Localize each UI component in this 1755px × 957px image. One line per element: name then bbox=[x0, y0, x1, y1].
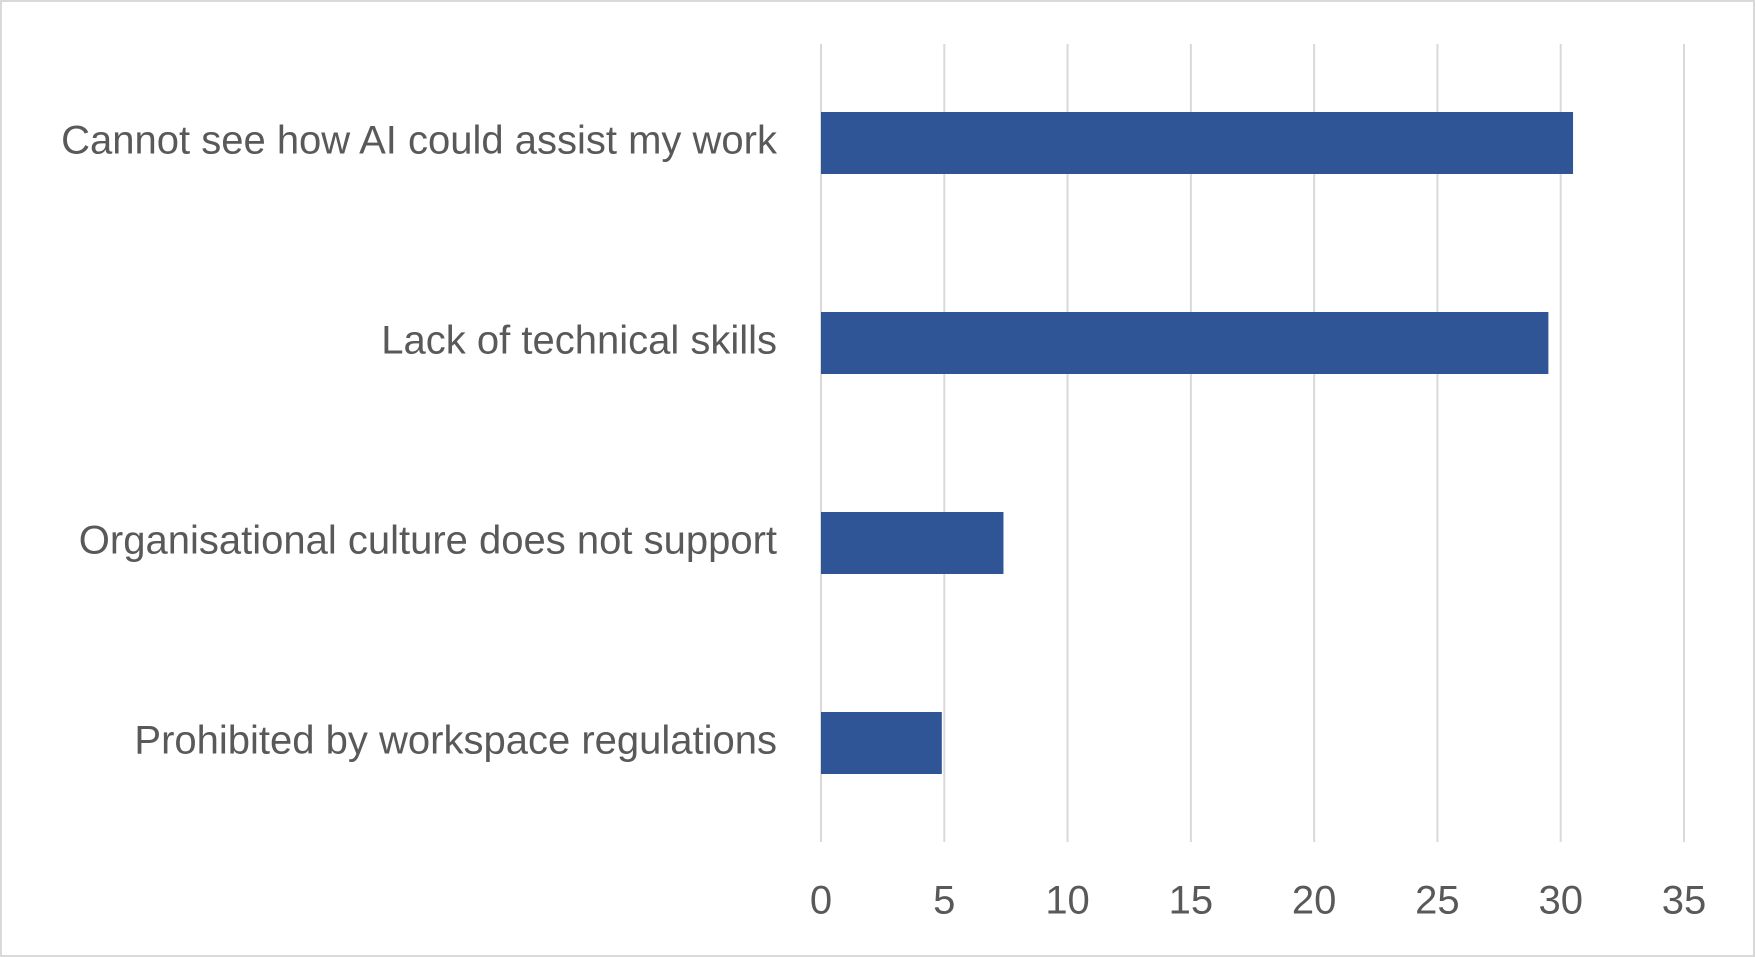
category-label: Lack of technical skills bbox=[381, 319, 777, 363]
bar bbox=[821, 112, 1574, 174]
x-axis-tick-labels: 0 5 10 15 20 25 30 35 bbox=[810, 879, 1706, 923]
x-tick-label: 25 bbox=[1415, 879, 1460, 923]
bar bbox=[821, 312, 1549, 374]
gridlines bbox=[820, 44, 1685, 842]
category-label: Organisational culture does not support bbox=[79, 519, 777, 563]
bar bbox=[821, 712, 942, 774]
x-tick-label: 0 bbox=[810, 879, 832, 923]
category-label: Cannot see how AI could assist my work bbox=[61, 119, 778, 163]
x-tick-label: 15 bbox=[1169, 879, 1214, 923]
bar bbox=[821, 512, 1004, 574]
bars bbox=[821, 112, 1574, 774]
x-tick-label: 10 bbox=[1045, 879, 1090, 923]
category-labels: Cannot see how AI could assist my work La… bbox=[61, 119, 778, 763]
x-tick-label: 35 bbox=[1662, 879, 1707, 923]
x-tick-label: 5 bbox=[933, 879, 955, 923]
category-label: Prohibited by workspace regulations bbox=[134, 719, 777, 763]
x-tick-label: 30 bbox=[1538, 879, 1583, 923]
x-tick-label: 20 bbox=[1292, 879, 1337, 923]
